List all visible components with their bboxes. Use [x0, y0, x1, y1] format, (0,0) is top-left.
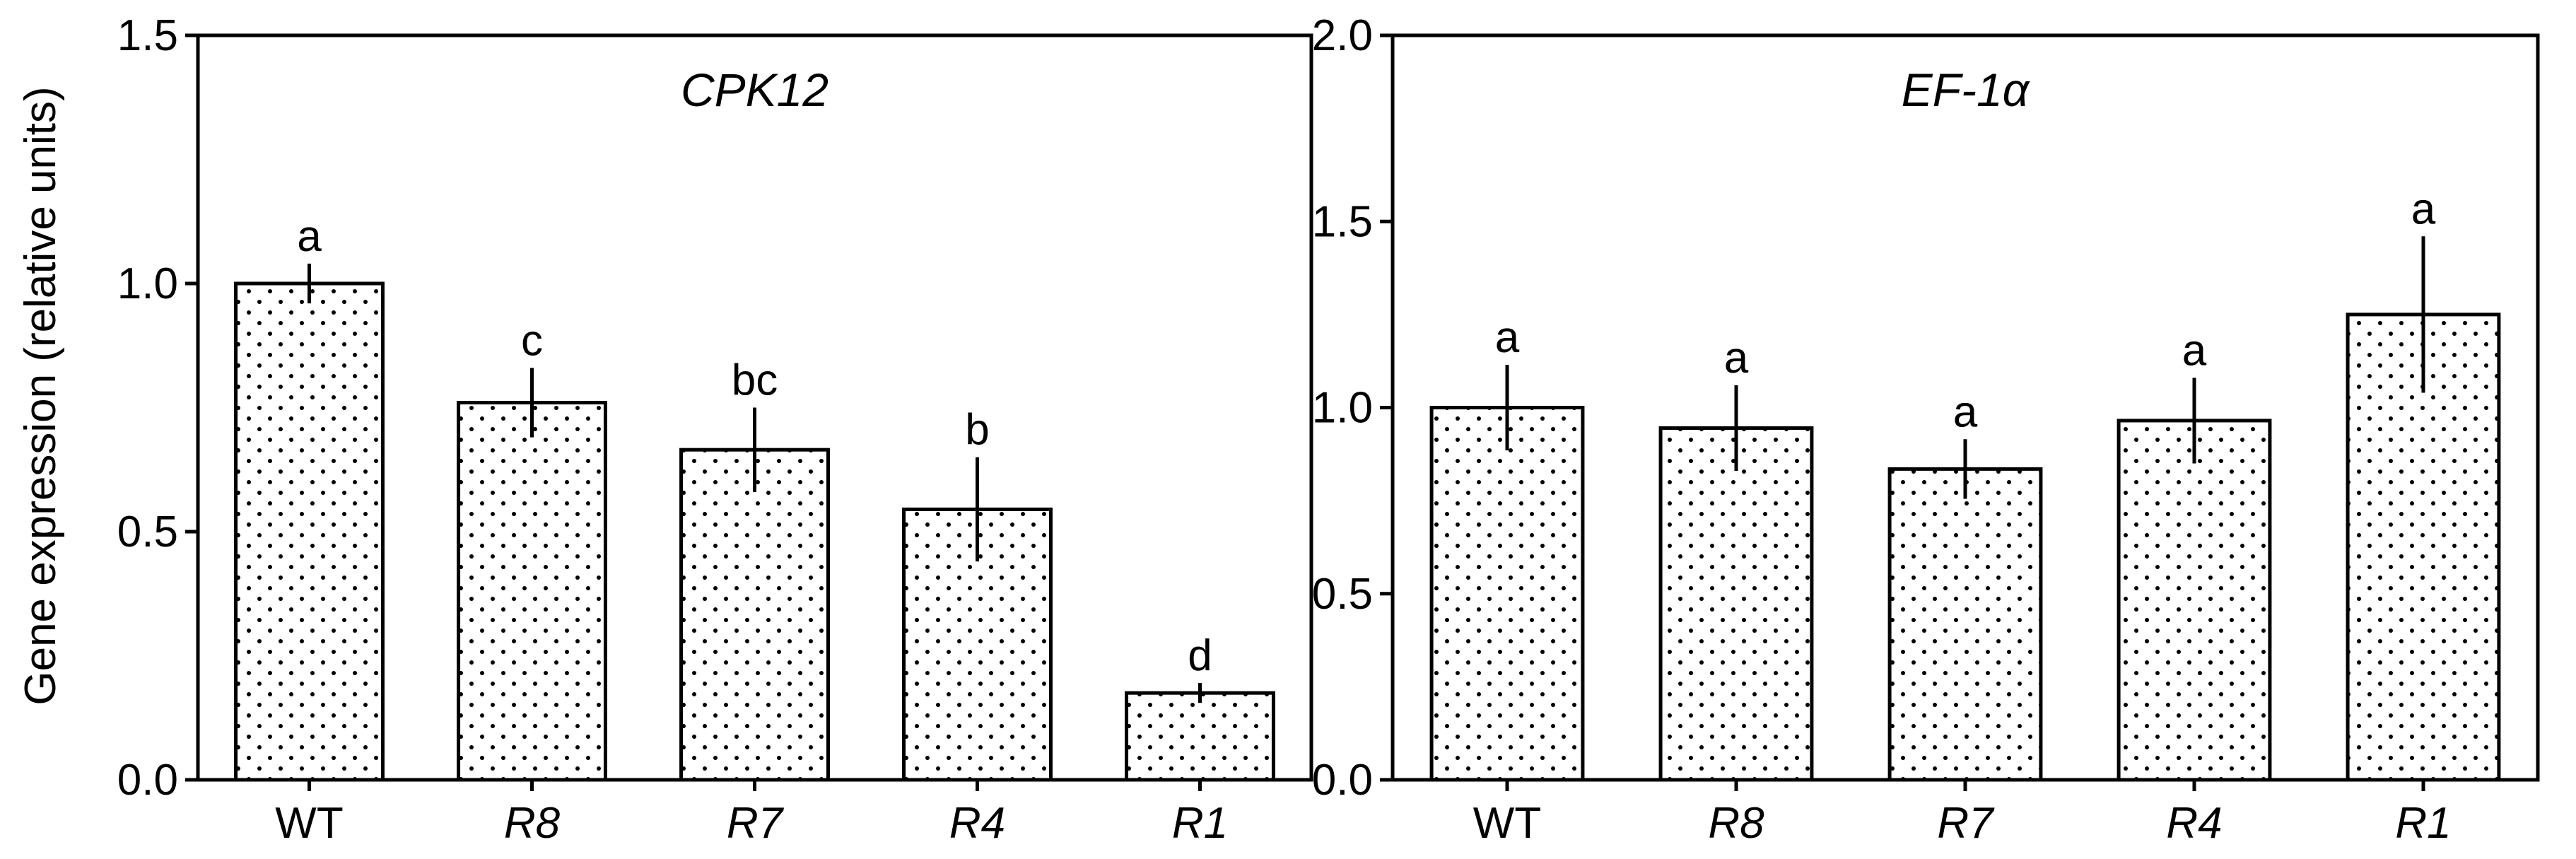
y-tick-label: 0.5 — [1312, 570, 1373, 619]
significance-label: a — [1724, 334, 1749, 382]
chart-panel-ef1a: 0.0 0.5 1.0 1.5 2.0 EF-1α a WT a R8 a R7 a R4 a R1 — [1312, 11, 2540, 848]
chart-panel-cpk12: 0.0 0.5 1.0 1.5 CPK12 a WT c R8 bc R7 b R4 d R1 — [117, 11, 1313, 848]
significance-label: a — [1953, 387, 1978, 436]
x-tick-label: R7 — [1937, 799, 1995, 848]
significance-label: a — [2411, 185, 2436, 233]
x-tick-label: R1 — [1172, 799, 1228, 848]
chart-title: EF-1α — [1902, 64, 2031, 116]
x-tick-label: WT — [1473, 799, 1541, 848]
bar-r8 — [457, 400, 607, 782]
y-tick-label: 1.0 — [1312, 384, 1373, 433]
bar-r8 — [1658, 426, 1814, 782]
y-tick-label: 0.0 — [117, 756, 178, 805]
significance-label: a — [1495, 313, 1520, 362]
y-tick-label: 0.0 — [1312, 756, 1373, 805]
bar-r1 — [1125, 691, 1275, 782]
significance-label: c — [521, 316, 543, 365]
significance-label: bc — [732, 356, 778, 405]
y-tick-label: 0.5 — [117, 508, 178, 556]
significance-label: a — [2182, 326, 2207, 375]
x-tick-label: R4 — [949, 799, 1005, 848]
significance-label: d — [1188, 631, 1212, 680]
y-tick-label: 1.5 — [117, 11, 178, 60]
y-tick-label: 1.5 — [1312, 197, 1373, 246]
x-tick-label: R8 — [504, 799, 561, 848]
bar-r4 — [2117, 419, 2272, 782]
bar-wt — [1429, 406, 1585, 782]
significance-label: a — [297, 212, 322, 261]
x-tick-label: R8 — [1708, 799, 1764, 848]
significance-label: b — [965, 406, 989, 455]
x-tick-label: WT — [275, 799, 343, 848]
chart-title: CPK12 — [681, 64, 829, 116]
y-tick-label: 1.0 — [117, 259, 178, 308]
x-tick-label: R4 — [2166, 799, 2222, 848]
bar-r7 — [1887, 467, 2043, 782]
x-tick-label: R1 — [2395, 799, 2451, 848]
bar-wt — [234, 281, 385, 782]
x-tick-label: R7 — [727, 799, 785, 848]
y-tick-label: 2.0 — [1312, 11, 1373, 60]
bar-r7 — [679, 448, 830, 782]
y-axis-label: Gene expression (relative units) — [16, 86, 65, 705]
